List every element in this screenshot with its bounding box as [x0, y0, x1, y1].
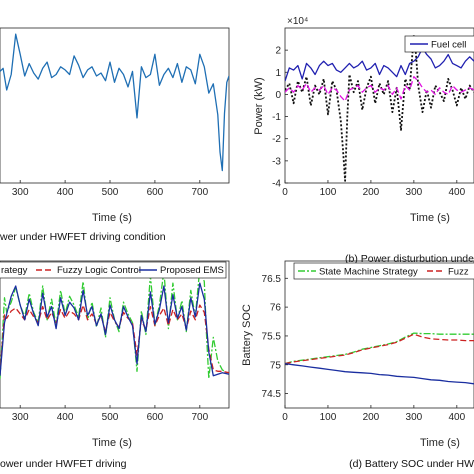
series-line-2 [0, 282, 229, 377]
x-tick-label: 300 [406, 412, 423, 423]
x-tick-label: 600 [147, 187, 164, 198]
axes-frame [0, 27, 230, 184]
series-line-1 [285, 333, 474, 365]
y-tick-label: 2 [275, 46, 281, 57]
y-axis-label: Battery SOC [241, 304, 253, 366]
x-tick-label: 0 [282, 187, 288, 198]
panel-a: 300 400 500 600 700 Time (s) wer under HWFET d… [0, 27, 230, 243]
x-tick-label: 300 [12, 412, 29, 423]
legend-entry: Fuel cell [431, 40, 466, 51]
series-line-1 [285, 33, 474, 182]
x-axis-label: Time (s) [92, 212, 132, 224]
x-tick-label: 600 [147, 412, 164, 423]
legend-entry: Fuzz [448, 267, 469, 278]
x-axis-label: Time (s) [420, 437, 460, 449]
y-tick-label: -2 [272, 134, 281, 145]
y-tick-label: 74.5 [262, 389, 282, 400]
x-tick-label: 100 [320, 187, 337, 198]
axes-frame [284, 27, 474, 184]
x-tick-label: 200 [363, 187, 380, 198]
x-tick-label: 400 [448, 412, 465, 423]
x-tick-label: 300 [406, 187, 423, 198]
y-tick-label: 75.5 [262, 331, 282, 342]
x-tick-label: 500 [102, 412, 119, 423]
panel-d: 0 100 200 300 400 74.5 75 75.5 76 76.5 Time (s) Bat… [241, 260, 474, 470]
y-tick-label: 76.5 [262, 274, 282, 285]
panel-caption: (b) Power disturbution unde [345, 253, 474, 265]
legend-box [404, 35, 474, 53]
y-tick-label: 76 [270, 303, 282, 314]
legend-entry: State Machine Strategy [319, 267, 418, 278]
x-axis-label: Time (s) [92, 437, 132, 449]
legend-entry: Proposed EMS [160, 265, 224, 276]
y-tick-label: -3 [272, 156, 281, 167]
x-tick-label: 0 [282, 412, 288, 423]
x-tick-label: 100 [320, 412, 337, 423]
y-axis-label: Power (kW) [253, 77, 265, 134]
x-tick-label: 200 [363, 412, 380, 423]
y-tick-label: -4 [272, 179, 281, 190]
panel-b: 0 100 200 300 400 -4 -3 -2 -1 0 1 2 Time (s) Power (k… [253, 16, 474, 265]
y-tick-label: 1 [275, 68, 281, 79]
legend-box [293, 262, 474, 280]
x-tick-label: 500 [102, 187, 119, 198]
x-tick-label: 700 [191, 412, 208, 423]
legend-entry: Fuzzy Logic Control [57, 265, 141, 276]
x-tick-label: 400 [57, 187, 74, 198]
x-tick-label: 300 [12, 187, 29, 198]
panel-caption: (d) Battery SOC under HW [349, 458, 474, 470]
series-line-0 [0, 33, 229, 172]
series-line-0 [0, 267, 229, 380]
legend-box [0, 261, 227, 279]
y-tick-label: -1 [272, 112, 281, 123]
series-line-0 [285, 47, 474, 82]
axes-frame [0, 260, 230, 409]
panel-caption: ower under HWFET driving [0, 458, 127, 470]
x-axis-label: Time (s) [410, 212, 450, 224]
legend-entry: rategy [1, 265, 28, 276]
x-tick-label: 400 [448, 187, 465, 198]
panel-caption: wer under HWFET driving condition [0, 231, 166, 243]
x-tick-label: 400 [57, 412, 74, 423]
y-exponent-label: ×10⁴ [287, 16, 308, 27]
axes-frame [284, 260, 474, 409]
series-line-2 [285, 362, 474, 385]
x-tick-label: 700 [191, 187, 208, 198]
y-tick-label: 75 [270, 360, 282, 371]
panel-c: 300 400 500 600 700 Time (s) rategy Fuzzy Logic… [0, 260, 230, 470]
y-tick-label: 0 [275, 90, 281, 101]
